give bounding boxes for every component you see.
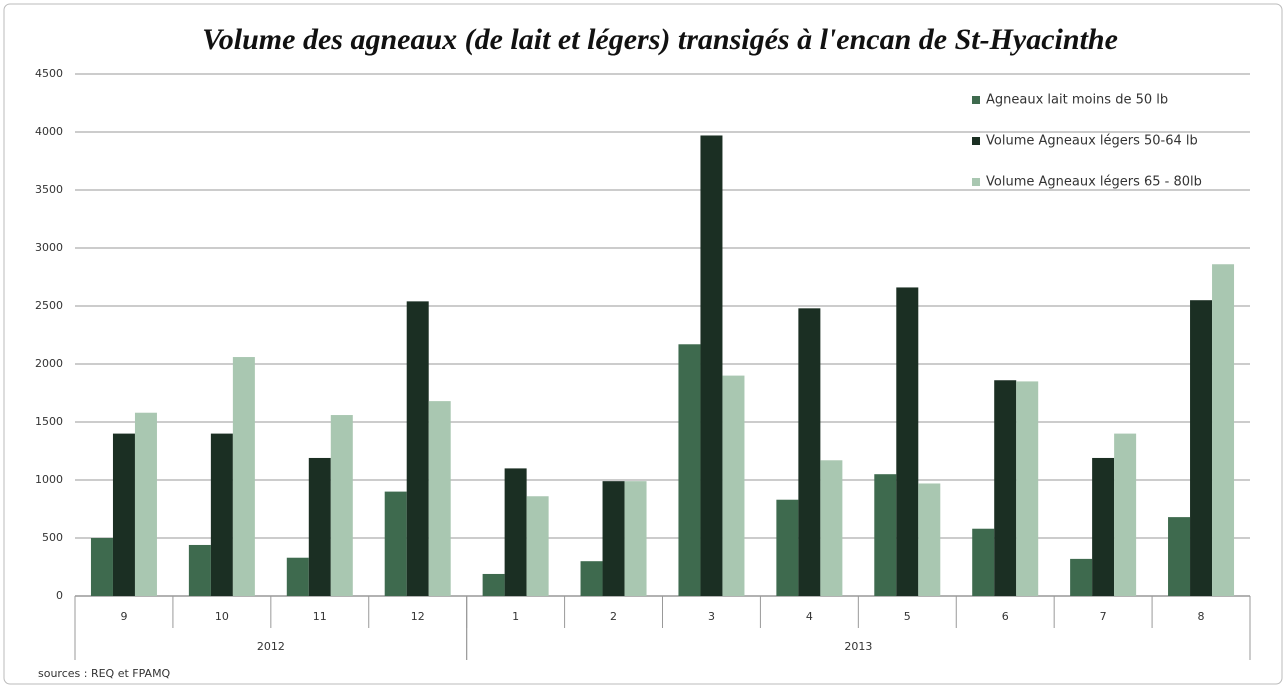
bar xyxy=(134,412,157,596)
chart-title: Volume des agneaux (de lait et légers) t… xyxy=(202,23,1118,56)
bar xyxy=(112,433,135,596)
x-tick-label: 8 xyxy=(1198,610,1205,623)
legend-swatch xyxy=(972,96,980,104)
bar xyxy=(874,474,897,596)
bar xyxy=(1016,381,1039,596)
bar xyxy=(308,457,331,596)
bar xyxy=(504,468,527,596)
bar xyxy=(286,557,309,596)
bar xyxy=(232,357,255,596)
y-tick-label: 2500 xyxy=(35,299,63,312)
bar xyxy=(798,308,821,596)
bar xyxy=(722,375,745,596)
bar xyxy=(188,544,211,596)
x-tick-label: 3 xyxy=(708,610,715,623)
bar xyxy=(994,380,1017,596)
x-tick-label: 10 xyxy=(215,610,229,623)
x-tick-label: 4 xyxy=(806,610,813,623)
bar xyxy=(428,401,451,596)
bar xyxy=(1092,457,1115,596)
source: sources : REQ et FPAMQ xyxy=(38,667,171,680)
bar xyxy=(972,528,995,596)
y-tick-label: 2000 xyxy=(35,357,63,370)
group-label: 2013 xyxy=(844,640,872,653)
y-tick-label: 3000 xyxy=(35,241,63,254)
y-tick-label: 3500 xyxy=(35,183,63,196)
bar xyxy=(1190,300,1213,596)
x-tick-label: 6 xyxy=(1002,610,1009,623)
x-tick-label: 1 xyxy=(512,610,519,623)
bar xyxy=(1212,264,1235,596)
bar xyxy=(210,433,233,596)
legend-swatch xyxy=(972,178,980,186)
bar xyxy=(918,483,941,596)
bar xyxy=(384,491,407,596)
bar xyxy=(700,135,723,597)
bar xyxy=(678,344,701,596)
bar xyxy=(624,481,647,596)
bar xyxy=(602,481,625,596)
bar xyxy=(776,499,799,596)
legend-label: Agneaux lait moins de 50 lb xyxy=(986,93,1168,108)
y-tick-label: 1000 xyxy=(35,473,63,486)
bar xyxy=(90,538,113,596)
y-tick-label: 4000 xyxy=(35,125,63,138)
y-tick-label: 4500 xyxy=(35,67,63,80)
y-tick-label: 0 xyxy=(56,589,63,602)
group-label: 2012 xyxy=(257,640,285,653)
legend-swatch xyxy=(972,137,980,145)
bar xyxy=(1070,558,1093,596)
bar xyxy=(406,301,429,596)
x-tick-label: 2 xyxy=(610,610,617,623)
bar xyxy=(820,460,843,596)
bar xyxy=(896,287,919,596)
x-tick-label: 7 xyxy=(1100,610,1107,623)
x-tick-label: 9 xyxy=(120,610,127,623)
x-tick-label: 5 xyxy=(904,610,911,623)
legend-label: Volume Agneaux légers 50-64 lb xyxy=(986,134,1198,149)
y-tick-label: 500 xyxy=(42,531,63,544)
bar xyxy=(482,573,505,596)
bar xyxy=(1168,517,1191,596)
bar xyxy=(1114,433,1137,596)
bar xyxy=(580,561,603,596)
bar xyxy=(526,496,549,596)
x-tick-label: 11 xyxy=(313,610,327,623)
x-tick-label: 12 xyxy=(411,610,425,623)
y-tick-label: 1500 xyxy=(35,415,63,428)
legend-label: Volume Agneaux légers 65 - 80lb xyxy=(986,175,1202,190)
bar xyxy=(330,415,353,596)
